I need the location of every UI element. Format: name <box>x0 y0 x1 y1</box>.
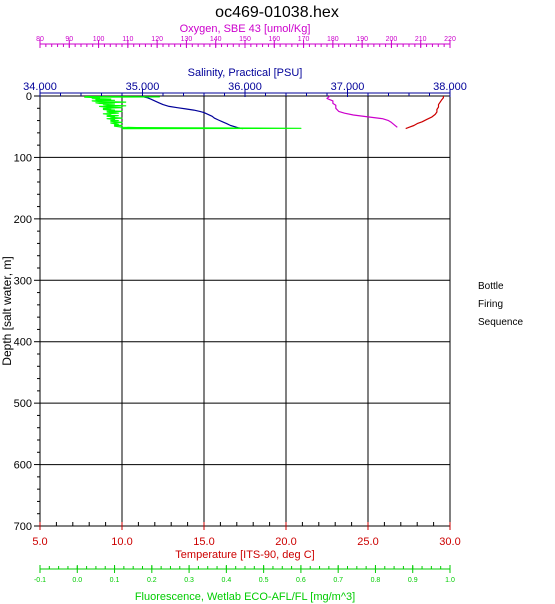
tick-label-fluorescence: 0.3 <box>184 577 194 584</box>
tick-label-fluorescence: 0.9 <box>408 577 418 584</box>
side-label-line-2: Firing <box>478 299 504 310</box>
tick-label-oxygen: 140 <box>210 36 222 43</box>
tick-label-temperature: 30.0 <box>439 536 460 548</box>
series-line-salinity <box>144 96 244 130</box>
tick-label-oxygen: 160 <box>268 36 280 43</box>
y-tick-label: 0 <box>26 91 32 103</box>
y-axis-label: Depth [salt water, m] <box>0 256 14 365</box>
tick-label-oxygen: 190 <box>356 36 368 43</box>
series-line-temperature <box>405 96 444 130</box>
y-tick-label: 400 <box>14 337 32 349</box>
y-tick-label: 600 <box>14 460 32 472</box>
grid-layer <box>39 95 451 527</box>
tick-label-fluorescence: 0.4 <box>221 577 231 584</box>
bottle-firing-sequence-label: Bottle Firing Sequence <box>478 278 523 332</box>
tick-label-oxygen: 200 <box>386 36 398 43</box>
y-tick-label: 200 <box>14 214 32 226</box>
axis-label-temperature: Temperature [ITS-90, deg C] <box>175 549 314 561</box>
y-tick-label: 700 <box>14 521 32 533</box>
tick-label-temperature: 5.0 <box>32 536 47 548</box>
tick-label-fluorescence: 0.6 <box>296 577 306 584</box>
tick-label-temperature: 10.0 <box>111 536 132 548</box>
tick-label-salinity: 38.000 <box>433 81 467 93</box>
side-label-line-1: Bottle <box>478 281 504 292</box>
series-line-oxygen <box>326 95 398 128</box>
tick-label-oxygen: 110 <box>122 36 133 43</box>
tick-label-temperature: 25.0 <box>357 536 378 548</box>
chart-title: oc469-01038.hex <box>215 4 339 21</box>
tick-label-fluorescence: 0.8 <box>371 577 381 584</box>
tick-label-salinity: 35.000 <box>126 81 160 93</box>
y-tick-label: 500 <box>14 398 32 410</box>
y-tick-label: 100 <box>14 152 32 164</box>
tick-label-fluorescence: 0.2 <box>147 577 157 584</box>
axis-label-salinity: Salinity, Practical [PSU] <box>188 67 303 79</box>
tick-label-oxygen: 210 <box>415 36 427 43</box>
tick-label-fluorescence: 0.7 <box>333 577 343 584</box>
tick-label-oxygen: 80 <box>36 36 44 43</box>
tick-label-temperature: 20.0 <box>275 536 296 548</box>
tick-label-fluorescence: 0.0 <box>72 577 82 584</box>
tick-label-oxygen: 120 <box>151 36 163 43</box>
axis-label-fluorescence: Fluorescence, Wetlab ECO-AFL/FL [mg/m^3] <box>135 591 355 603</box>
tick-label-oxygen: 90 <box>65 36 73 43</box>
tick-label-oxygen: 170 <box>298 36 310 43</box>
tick-label-salinity: 36.000 <box>228 81 262 93</box>
tick-label-oxygen: 180 <box>327 36 339 43</box>
tick-label-oxygen: 130 <box>181 36 193 43</box>
tick-label-temperature: 15.0 <box>193 536 214 548</box>
axis-label-oxygen: Oxygen, SBE 43 [umol/Kg] <box>180 23 311 35</box>
tick-label-oxygen: 150 <box>239 36 251 43</box>
y-tick-label: 300 <box>14 275 32 287</box>
tick-label-fluorescence: -0.1 <box>34 577 46 584</box>
series-layer <box>84 95 444 130</box>
tick-label-salinity: 37.000 <box>331 81 365 93</box>
tick-label-fluorescence: 0.5 <box>259 577 269 584</box>
tick-label-oxygen: 100 <box>93 36 105 43</box>
side-label-line-3: Sequence <box>478 317 524 328</box>
tick-label-fluorescence: 1.0 <box>445 577 455 584</box>
tick-label-oxygen: 220 <box>444 36 456 43</box>
axis-layer: 0 100 200 300 400 500 600 700 Depth [salt water,… <box>0 23 467 603</box>
tick-label-salinity: 34.000 <box>23 81 57 93</box>
series-line-fluorescence <box>84 96 302 130</box>
tick-label-fluorescence: 0.1 <box>110 577 120 584</box>
